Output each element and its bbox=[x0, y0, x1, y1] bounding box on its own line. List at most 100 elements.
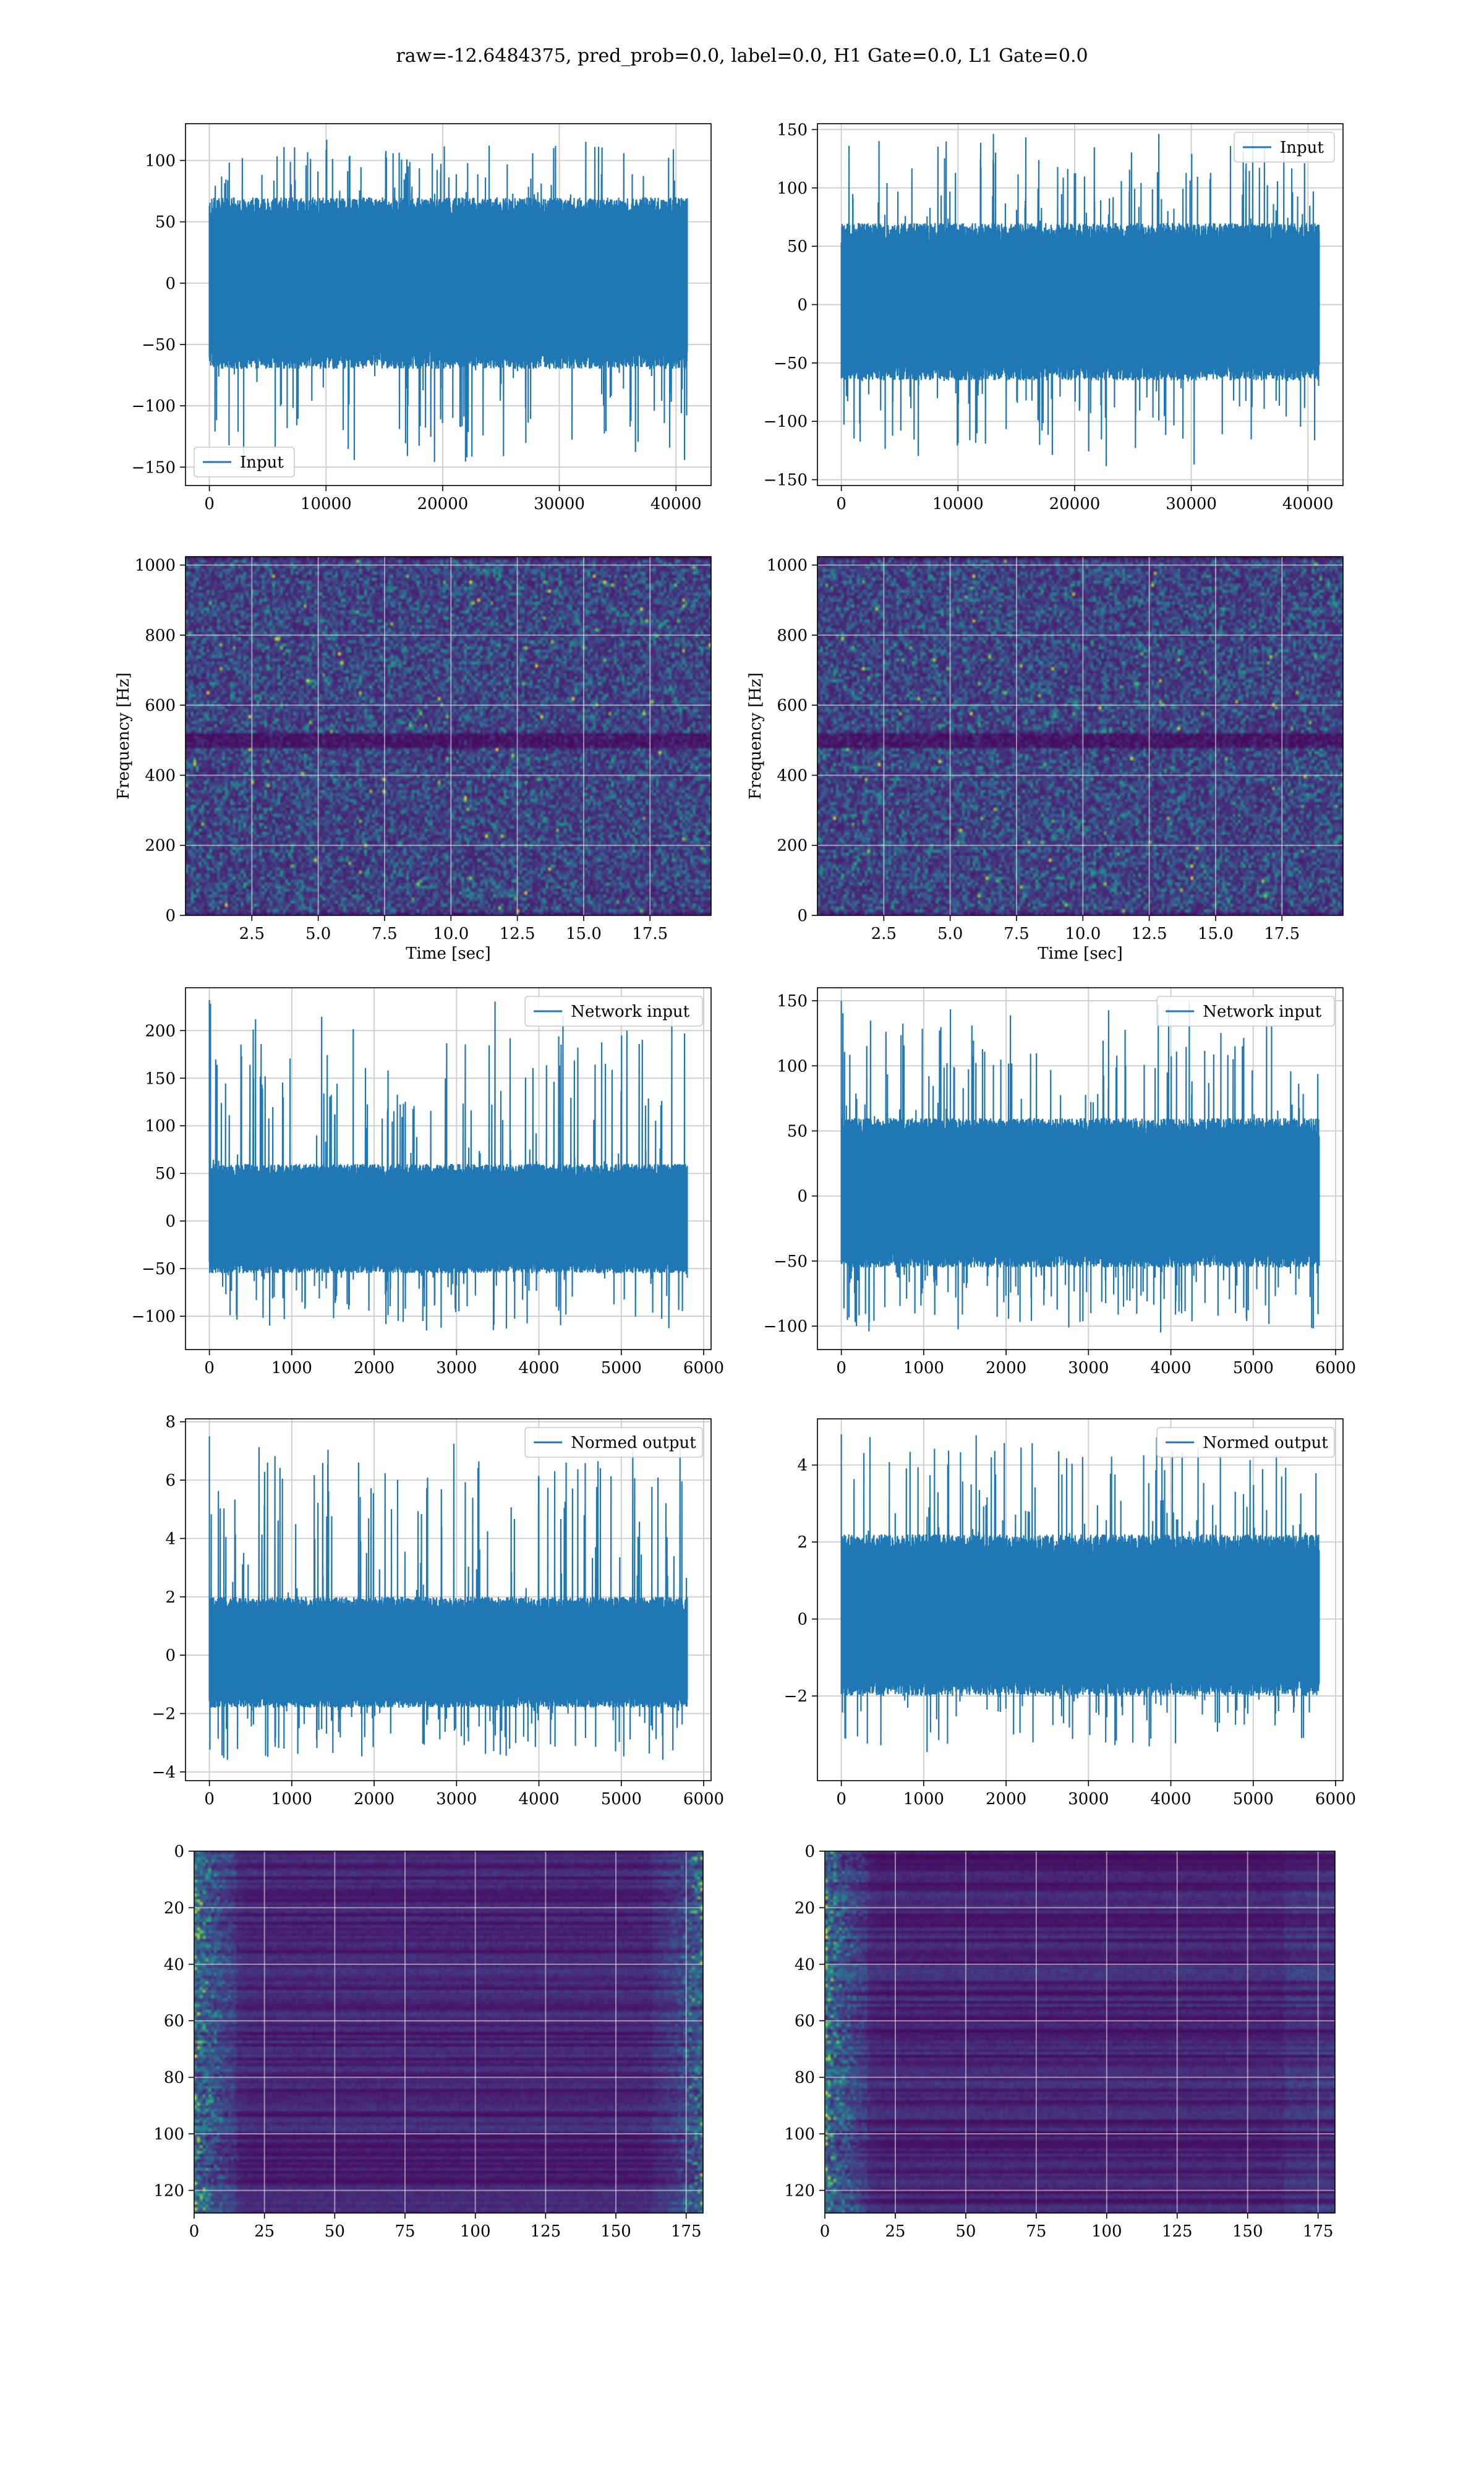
l1-spectrogram-xlabel: Time [sec] bbox=[1038, 944, 1123, 963]
l1-input-ytick-label: −50 bbox=[774, 354, 808, 373]
l1-feature-map-xtick-label: 125 bbox=[1162, 2222, 1193, 2241]
l1-feature-map-ytick-label: 100 bbox=[784, 2125, 815, 2144]
h1-network-input-ytick-label: 150 bbox=[145, 1069, 176, 1088]
l1-network-input-ytick-label: 0 bbox=[797, 1188, 808, 1206]
l1-normed-output-xtick-label: 2000 bbox=[986, 1790, 1026, 1808]
l1-input-legend-label: Input bbox=[1280, 139, 1324, 157]
h1-input-series-line bbox=[208, 139, 688, 471]
h1-normed-output-legend-label: Normed output bbox=[571, 1434, 696, 1452]
h1-spectrogram-ytick-label: 200 bbox=[145, 837, 176, 855]
l1-network-input-ytick-label: 100 bbox=[777, 1057, 808, 1076]
h1-feature-map-xtick-label: 175 bbox=[671, 2222, 702, 2241]
l1-normed-output-series-line bbox=[840, 1434, 1320, 1752]
l1-normed-output-ticks: 0 1000 2000 3000 4000 5000 6000 −2 0 2 4 bbox=[784, 1457, 1356, 1808]
h1-normed-output-legend-box bbox=[524, 1427, 703, 1458]
h1-spectrogram-ytick-label: 800 bbox=[145, 627, 176, 645]
h1-normed-output-legend: Normed output bbox=[524, 1427, 703, 1458]
h1-normed-output-ytick-label: 4 bbox=[165, 1530, 176, 1548]
h1-feature-map-ytick-label: 0 bbox=[174, 1843, 184, 1861]
h1-network-input-xtick-label: 0 bbox=[204, 1359, 215, 1377]
l1-normed-output-ytick-label: 0 bbox=[797, 1611, 808, 1629]
l1-feature-map-ytick-label: 20 bbox=[795, 1899, 815, 1917]
h1-normed-output-xtick-label: 0 bbox=[204, 1790, 215, 1808]
h1-spectrogram-ytick-label: 600 bbox=[145, 696, 176, 715]
l1-normed-output-ytick-label: 4 bbox=[797, 1457, 808, 1475]
h1-normed-output-xtick-label: 4000 bbox=[518, 1790, 559, 1808]
l1-network-input-ytick-label: −100 bbox=[764, 1317, 808, 1336]
h1-normed-output-ytick-label: −4 bbox=[152, 1763, 176, 1782]
h1-feature-map-ytick-label: 60 bbox=[164, 2012, 184, 2031]
l1-network-input-legend-box bbox=[1156, 996, 1335, 1027]
panel-h1-feature-map: 0 25 50 75 100 125 150 175 0 20 40 60 80 100 120 bbox=[153, 1843, 704, 2241]
h1-network-input-ytick-label: −100 bbox=[132, 1308, 176, 1326]
l1-feature-map-xtick-label: 150 bbox=[1232, 2222, 1263, 2241]
h1-network-input-legend: Network input bbox=[524, 996, 703, 1027]
l1-input-ytick-label: 0 bbox=[797, 296, 808, 315]
l1-spectrogram-ticks: 2.5 5.0 7.5 10.0 12.5 15.0 17.5 0 200 400 600 800 10… bbox=[767, 557, 1300, 943]
l1-feature-map-ticks: 0 25 50 75 100 125 150 175 0 20 40 60 80 100 120 bbox=[784, 1843, 1333, 2241]
l1-normed-output-legend-label: Normed output bbox=[1203, 1434, 1328, 1452]
l1-network-input-ytick-label: 50 bbox=[787, 1122, 808, 1141]
h1-normed-output-ticks: 0 1000 2000 3000 4000 5000 6000 −4 −2 0 2 4 6 8 bbox=[152, 1413, 724, 1808]
l1-feature-map-axes-frame bbox=[824, 1851, 1336, 2214]
l1-input-xtick-label: 0 bbox=[836, 495, 846, 513]
l1-feature-map-xtick-label: 25 bbox=[885, 2222, 905, 2241]
l1-spectrogram-xtick-label: 2.5 bbox=[871, 925, 897, 943]
l1-input-series-line bbox=[840, 132, 1320, 466]
l1-normed-output-xtick-label: 4000 bbox=[1150, 1790, 1191, 1808]
l1-feature-map-ytick-label: 40 bbox=[795, 1956, 815, 1974]
h1-spectrogram-ytick-label: 0 bbox=[165, 907, 176, 925]
h1-feature-map-ticks: 0 25 50 75 100 125 150 175 0 20 40 60 80 100 120 bbox=[153, 1843, 701, 2241]
l1-network-input-legend-label: Network input bbox=[1203, 1003, 1321, 1021]
l1-feature-map-ytick-label: 120 bbox=[784, 2181, 815, 2200]
l1-network-input-ytick-label: 150 bbox=[777, 992, 808, 1011]
h1-feature-map-xtick-label: 150 bbox=[600, 2222, 631, 2241]
h1-input-ytick-label: −150 bbox=[132, 458, 176, 477]
h1-spectrogram-xtick-label: 10.0 bbox=[433, 925, 469, 943]
l1-normed-output-xtick-label: 3000 bbox=[1068, 1790, 1109, 1808]
panel-h1-input: 0 10000 20000 30000 40000 −150 −100 −50 0 50 100 In… bbox=[132, 123, 712, 513]
l1-normed-output-ytick-label: 2 bbox=[797, 1533, 808, 1552]
l1-spectrogram-xtick-label: 7.5 bbox=[1004, 925, 1029, 943]
h1-normed-output-xtick-label: 1000 bbox=[271, 1790, 312, 1808]
panel-h1-spectrogram: 2.5 5.0 7.5 10.0 12.5 15.0 17.5 0 200 400 600 800 10… bbox=[114, 556, 712, 963]
l1-normed-output-xtick-label: 6000 bbox=[1315, 1790, 1356, 1808]
h1-network-input-axes-frame bbox=[185, 987, 712, 1350]
l1-input-xtick-label: 30000 bbox=[1166, 495, 1217, 513]
h1-normed-output-ytick-label: 6 bbox=[165, 1471, 176, 1490]
l1-feature-map-xtick-label: 175 bbox=[1303, 2222, 1334, 2241]
h1-normed-output-xtick-label: 3000 bbox=[436, 1790, 477, 1808]
h1-feature-map-xtick-label: 50 bbox=[325, 2222, 345, 2241]
h1-normed-output-ytick-label: 0 bbox=[165, 1646, 176, 1665]
l1-network-input-xtick-label: 6000 bbox=[1315, 1359, 1356, 1377]
h1-network-input-ytick-label: −50 bbox=[142, 1260, 176, 1278]
l1-network-input-xtick-label: 4000 bbox=[1150, 1359, 1191, 1377]
l1-network-input-xtick-label: 0 bbox=[836, 1359, 846, 1377]
h1-network-input-xtick-label: 5000 bbox=[601, 1359, 642, 1377]
h1-input-ytick-label: 50 bbox=[155, 213, 176, 232]
h1-spectrogram-ytick-label: 1000 bbox=[135, 557, 176, 575]
h1-spectrogram-xtick-label: 5.0 bbox=[305, 925, 331, 943]
l1-spectrogram-ytick-label: 600 bbox=[777, 696, 808, 715]
l1-network-input-series-line bbox=[840, 1001, 1320, 1333]
panel-h1-normed-output: 0 1000 2000 3000 4000 5000 6000 −4 −2 0 2 4 6 8 Normed… bbox=[152, 1413, 724, 1808]
h1-feature-map-xtick-label: 75 bbox=[394, 2222, 415, 2241]
l1-input-ytick-label: 100 bbox=[777, 179, 808, 198]
h1-input-xtick-label: 20000 bbox=[417, 495, 469, 513]
h1-input-legend-box bbox=[194, 447, 295, 477]
l1-input-ticks: 0 10000 20000 30000 40000 −150 −100 −50 0 50 100 15… bbox=[764, 121, 1334, 513]
h1-feature-map-ytick-label: 120 bbox=[153, 2181, 184, 2200]
l1-input-ytick-label: 50 bbox=[787, 238, 808, 256]
l1-input-ytick-label: 150 bbox=[777, 121, 808, 139]
l1-normed-output-xtick-label: 5000 bbox=[1233, 1790, 1274, 1808]
l1-feature-map-ytick-label: 60 bbox=[795, 2012, 815, 2031]
l1-normed-output-legend-box bbox=[1156, 1427, 1335, 1458]
l1-input-legend: Input bbox=[1234, 132, 1335, 163]
l1-network-input-xtick-label: 3000 bbox=[1068, 1359, 1109, 1377]
panel-l1-spectrogram: 2.5 5.0 7.5 10.0 12.5 15.0 17.5 0 200 400 600 800 10… bbox=[746, 556, 1344, 963]
h1-network-input-xtick-label: 1000 bbox=[271, 1359, 312, 1377]
h1-network-input-ytick-label: 100 bbox=[145, 1117, 176, 1136]
l1-feature-map-ytick-label: 0 bbox=[804, 1843, 815, 1861]
l1-spectrogram-xtick-label: 5.0 bbox=[937, 925, 963, 943]
h1-input-ticks: 0 10000 20000 30000 40000 −150 −100 −50 0 50 100 bbox=[132, 152, 702, 513]
